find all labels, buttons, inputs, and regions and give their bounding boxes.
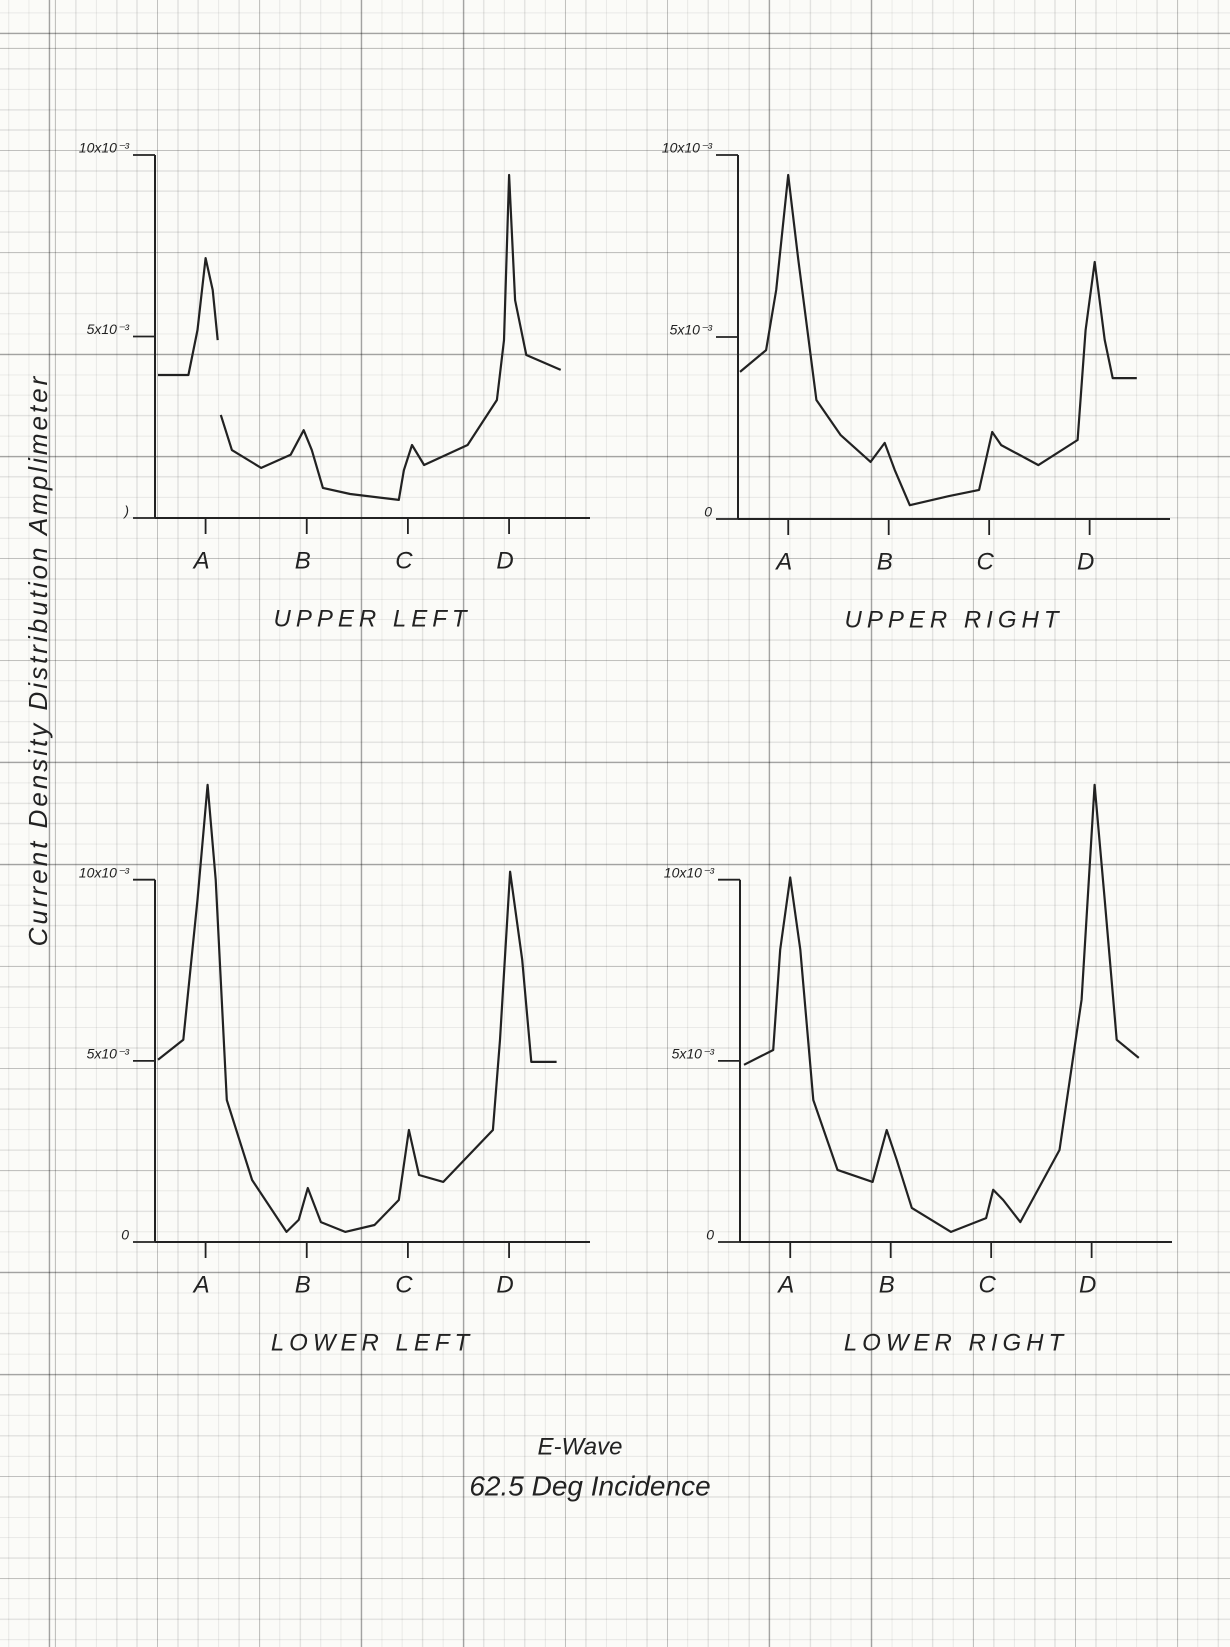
- y-axis-label: Current Density Distribution Amplimeter: [23, 374, 53, 947]
- y-tick-label: 5x10⁻³: [87, 1046, 130, 1062]
- x-tick-label: B: [877, 548, 893, 575]
- x-tick-label: C: [395, 547, 413, 574]
- data-line: [743, 783, 1140, 1233]
- data-line: [157, 783, 557, 1233]
- x-tick-label: D: [1079, 1271, 1096, 1298]
- y-tick-label: 10x10⁻³: [79, 864, 130, 880]
- y-tick-label: 0: [704, 504, 712, 520]
- chart-title: UPPER RIGHT: [844, 606, 1063, 633]
- x-tick-label: C: [395, 1271, 413, 1298]
- data-line: [739, 173, 1137, 507]
- caption: 62.5 Deg Incidence: [469, 1470, 710, 1501]
- x-tick-label: C: [978, 1271, 996, 1298]
- y-tick-label: 0: [706, 1227, 714, 1243]
- x-tick-label: D: [496, 547, 513, 574]
- x-tick-label: D: [1077, 548, 1094, 575]
- x-tick-label: A: [776, 1271, 794, 1298]
- caption: E-Wave: [538, 1433, 623, 1460]
- y-tick-label: 0: [121, 1227, 129, 1243]
- x-tick-label: B: [295, 547, 311, 574]
- x-tick-label: D: [496, 1271, 513, 1298]
- x-tick-label: A: [192, 547, 210, 574]
- y-tick-label: 10x10⁻³: [662, 140, 713, 156]
- y-tick-label: 10x10⁻³: [79, 140, 130, 156]
- y-tick-label: 5x10⁻³: [670, 322, 713, 338]
- x-tick-label: A: [774, 548, 792, 575]
- x-tick-label: A: [192, 1271, 210, 1298]
- y-tick-label: ): [122, 503, 129, 519]
- x-tick-label: C: [976, 548, 994, 575]
- x-tick-label: B: [879, 1271, 895, 1298]
- chart-title: LOWER RIGHT: [844, 1329, 1068, 1356]
- chart-title: UPPER LEFT: [273, 605, 471, 632]
- y-tick-label: 10x10⁻³: [664, 864, 715, 880]
- x-tick-label: B: [295, 1271, 311, 1298]
- chart-title: LOWER LEFT: [271, 1329, 474, 1356]
- y-tick-label: 5x10⁻³: [87, 321, 130, 337]
- data-line: [158, 173, 562, 501]
- y-tick-label: 5x10⁻³: [672, 1046, 715, 1062]
